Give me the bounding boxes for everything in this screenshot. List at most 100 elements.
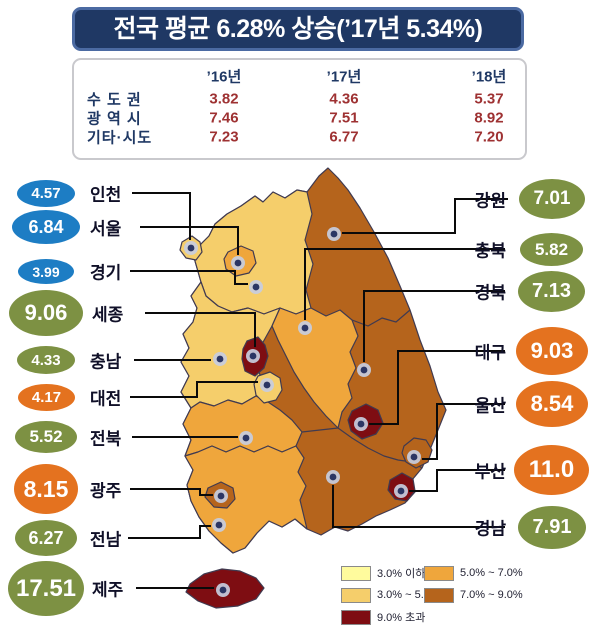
value-bubble-chungnam: 4.33 — [17, 346, 75, 374]
marker-jeju — [216, 583, 230, 597]
leader-seoul — [140, 226, 239, 255]
col-header-2016: ’16년 — [206, 68, 242, 86]
value-text-daegu: 9.03 — [530, 338, 574, 363]
value-text-sejong: 9.06 — [24, 300, 68, 325]
value-bubble-gyeongbuk: 7.13 — [518, 271, 585, 312]
region-name-gangwon: 강원 — [474, 191, 506, 211]
leader-daegu — [369, 350, 505, 425]
row-label-gwangyeoksi: 광 역 시 — [87, 110, 142, 128]
region-name-seoul: 서울 — [90, 219, 122, 239]
marker-gyeongbuk — [357, 363, 371, 377]
value-text-gangwon: 7.01 — [533, 188, 571, 209]
region-name-daejeon: 대전 — [90, 389, 122, 409]
marker-gangwon — [327, 227, 341, 241]
leader-daejeon — [130, 381, 258, 398]
legend-swatch-bin2 — [341, 588, 371, 603]
region-name-sejong: 세종 — [92, 305, 124, 325]
marker-daejeon — [260, 378, 274, 392]
value-bubble-gyeongnam: 7.91 — [518, 506, 586, 549]
col-header-2018: ’18년 — [471, 68, 507, 86]
region-name-gyeongbuk: 경북 — [474, 283, 506, 303]
value-text-incheon: 4.57 — [31, 185, 61, 202]
leader-ulsan — [422, 403, 505, 460]
legend-swatch-bin4 — [424, 588, 454, 603]
marker-sejong — [246, 349, 260, 363]
region-name-ulsan: 울산 — [474, 396, 506, 416]
region-name-jeju: 제주 — [92, 580, 124, 600]
col-header-2017: ’17년 — [326, 68, 362, 86]
value-bubble-busan: 11.0 — [514, 445, 589, 495]
leader-gyeonggi — [130, 270, 248, 285]
map-border-jeonbuk-gyeongnam — [301, 427, 339, 433]
marker-incheon — [184, 241, 198, 255]
marker-busan — [394, 484, 408, 498]
marker-jeonnam — [212, 518, 226, 532]
value-bubble-jeju: 17.51 — [8, 561, 84, 616]
row-label-gita-sido: 기타·시도 — [87, 129, 153, 147]
value-text-gyeongbuk: 7.13 — [532, 280, 571, 302]
summary-table: ’16년 ’17년 ’18년 수 도 권 3.82 4.36 5.37 광 역 … — [72, 58, 527, 160]
marker-gyeongnam — [326, 470, 340, 484]
legend-label-bin4: 7.0% ~ 9.0% — [460, 589, 523, 601]
map-region-chungbuk — [271, 307, 359, 429]
value-text-chungnam: 4.33 — [31, 351, 61, 369]
legend-label-bin1: 3.0% 이하 — [377, 568, 426, 580]
title-bar: 전국 평균 6.28% 상승(’17년 5.34%) — [72, 7, 524, 51]
cell-gita-18: 7.20 — [474, 128, 504, 146]
marker-chungnam — [213, 352, 227, 366]
legend-label-bin3: 5.0% ~ 7.0% — [460, 567, 523, 579]
marker-seoul — [231, 256, 245, 270]
legend-swatch-bin5 — [341, 610, 371, 625]
value-text-gyeongnam: 7.91 — [532, 516, 572, 538]
region-name-jeonbuk: 전북 — [90, 429, 122, 449]
marker-chungbuk — [298, 321, 312, 335]
region-name-jeonnam: 전남 — [90, 530, 122, 550]
leader-gwangju — [130, 488, 213, 496]
region-name-daegu: 대구 — [474, 343, 506, 363]
cell-gwangyeoksi-17: 7.51 — [329, 109, 359, 127]
marker-ulsan — [407, 450, 421, 464]
value-text-seoul: 6.84 — [28, 216, 64, 237]
marker-jeonbuk — [239, 431, 253, 445]
row-label-sudogwon: 수 도 권 — [87, 91, 142, 109]
leader-jeonnam — [128, 525, 211, 539]
region-name-incheon: 인천 — [90, 185, 122, 205]
region-name-busan: 부산 — [474, 462, 506, 482]
leader-sejong — [145, 312, 256, 347]
region-name-gwangju: 광주 — [90, 481, 122, 501]
region-name-chungbuk: 충북 — [474, 241, 506, 261]
map-region-jeonnam — [184, 445, 308, 554]
map-markers — [184, 227, 421, 597]
value-text-jeonbuk: 5.52 — [29, 427, 63, 446]
cell-sudogwon-18: 5.37 — [474, 90, 504, 108]
legend-swatch-bin3 — [424, 566, 454, 581]
value-bubble-gwangju: 8.15 — [14, 464, 78, 514]
leader-gyeongbuk — [363, 290, 505, 362]
value-text-gyeonggi: 3.99 — [32, 263, 60, 280]
region-name-gyeonggi: 경기 — [90, 263, 122, 283]
cell-gita-16: 7.23 — [209, 128, 239, 146]
cell-gwangyeoksi-18: 8.92 — [474, 109, 504, 127]
value-bubble-chungbuk: 5.82 — [520, 233, 583, 266]
value-bubble-sejong: 9.06 — [9, 290, 83, 336]
cell-sudogwon-16: 3.82 — [209, 90, 239, 108]
value-text-busan: 11.0 — [528, 456, 575, 483]
cell-gwangyeoksi-16: 7.46 — [209, 109, 239, 127]
region-name-chungnam: 충남 — [90, 352, 122, 372]
legend-swatch-bin1 — [341, 566, 371, 581]
marker-gyeonggi — [249, 280, 263, 294]
value-bubble-daegu: 9.03 — [516, 327, 588, 375]
value-text-jeju: 17.51 — [15, 574, 77, 602]
value-bubble-ulsan: 8.54 — [516, 381, 588, 427]
value-bubble-jeonbuk: 5.52 — [15, 421, 77, 453]
cell-sudogwon-17: 4.36 — [329, 90, 359, 108]
value-text-gwangju: 8.15 — [23, 475, 69, 502]
leader-incheon — [132, 192, 191, 240]
leader-chungbuk — [304, 248, 505, 320]
value-bubble-incheon: 4.57 — [17, 180, 75, 207]
value-text-ulsan: 8.54 — [530, 391, 574, 416]
cell-gita-17: 6.77 — [329, 128, 359, 146]
leader-gyeongnam — [332, 485, 505, 528]
